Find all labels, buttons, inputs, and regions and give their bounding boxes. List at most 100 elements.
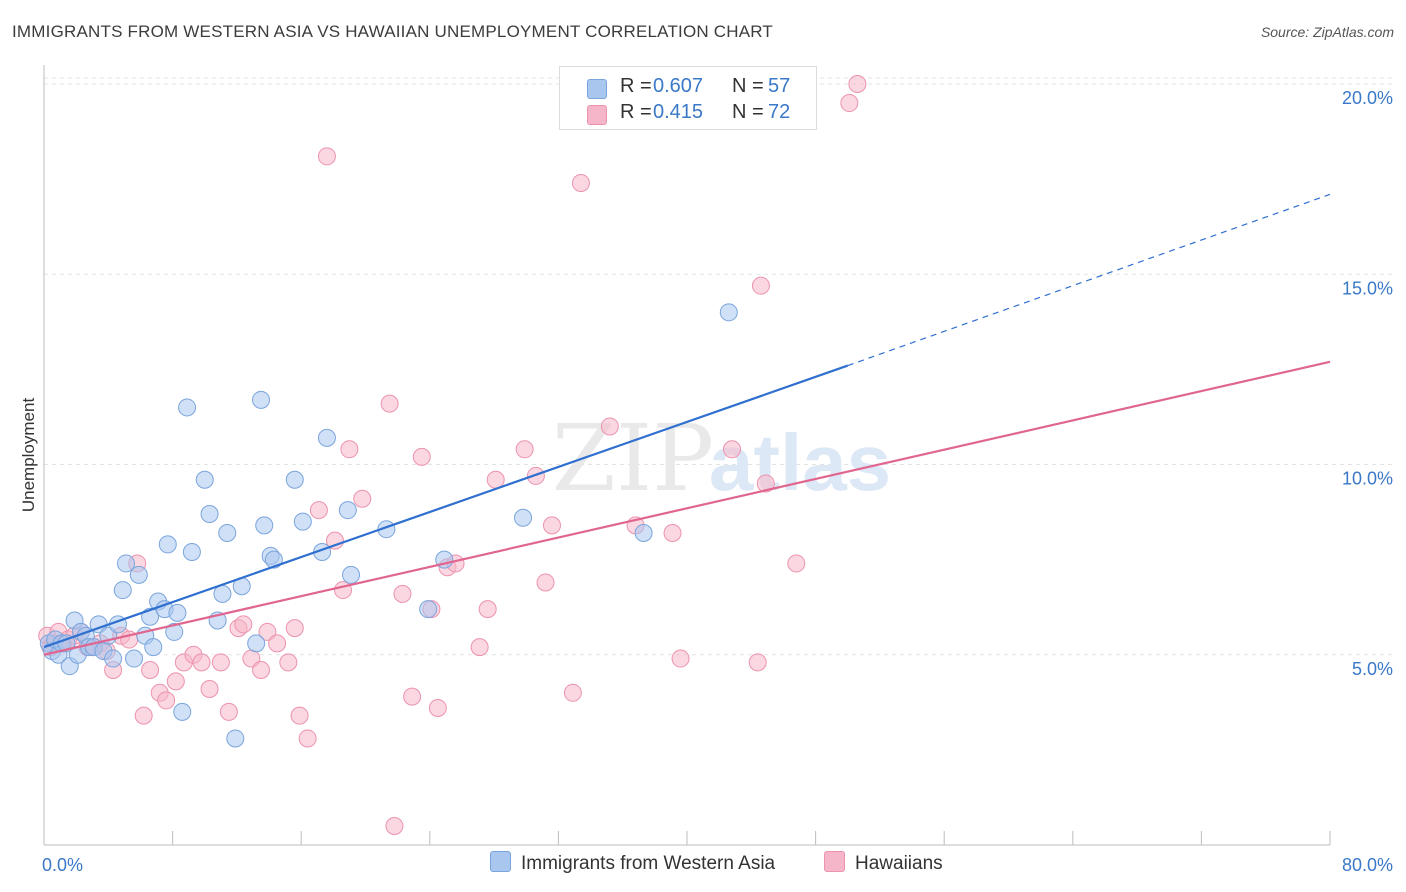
legend-r-label: R = <box>620 101 652 123</box>
hawaiians-point <box>515 440 534 459</box>
legend-r-value: 0.607 <box>653 75 704 97</box>
hawaiians-point <box>403 687 422 706</box>
western-asia-trend-extension <box>847 193 1331 367</box>
hawaiians-point <box>571 173 590 192</box>
western-asia-point <box>419 600 438 619</box>
hawaiians-point <box>166 672 185 691</box>
hawaiians-point <box>600 417 619 436</box>
hawaiians-point <box>748 653 767 672</box>
legend-n-label: N = <box>732 75 764 97</box>
legend-item-western-asia[interactable]: Immigrants from Western Asia <box>490 851 775 875</box>
hawaiians-point <box>353 489 372 508</box>
western-asia-point <box>342 565 361 584</box>
gridlines <box>44 77 1394 656</box>
western-asia-point <box>178 398 197 417</box>
western-asia-point <box>144 638 163 657</box>
trend-lines <box>43 193 1331 656</box>
legend-r-value: 0.415 <box>653 101 704 123</box>
western-asia-point <box>285 470 304 489</box>
hawaiians-point <box>412 447 431 466</box>
hawaiians-point <box>290 706 309 725</box>
legend-row-hawaiians: R = 0.415 N = 72 <box>560 101 816 129</box>
legend-n-label: N = <box>732 101 764 123</box>
hawaiians-point <box>298 729 317 748</box>
legend-swatch-blue <box>490 851 511 872</box>
western-asia-point <box>226 729 245 748</box>
hawaiians-trend-line <box>43 360 1331 656</box>
legend-n-value: 72 <box>768 101 791 123</box>
hawaiians-point <box>317 147 336 166</box>
western-asia-point <box>104 649 123 668</box>
hawaiians-point <box>252 660 271 679</box>
hawaiians-point <box>219 702 238 721</box>
legend-swatch-pink <box>587 105 607 125</box>
hawaiians-point <box>663 524 682 542</box>
western-asia-point <box>182 543 201 562</box>
hawaiians-point <box>192 653 211 672</box>
hawaiians-point <box>848 75 867 94</box>
hawaiians-point <box>393 584 412 603</box>
watermark-atlas: atlas <box>709 418 891 507</box>
y-tick-label: 20.0% <box>1342 88 1393 108</box>
hawaiians-point <box>671 649 690 668</box>
western-asia-point <box>129 565 148 584</box>
western-asia-point <box>116 554 135 573</box>
western-asia-point <box>113 581 132 600</box>
hawaiians-point <box>200 680 219 698</box>
hawaiians-point <box>340 440 359 459</box>
legend-item-hawaiians[interactable]: Hawaiians <box>824 851 943 875</box>
hawaiians-point <box>723 440 742 459</box>
correlation-legend: R = 0.607 N = 57 R = 0.415 N = 72 <box>559 66 817 130</box>
western-asia-point <box>634 524 653 542</box>
y-axis-label: Unemployment <box>19 398 38 513</box>
legend-r-label: R = <box>620 75 652 97</box>
western-asia-point <box>317 428 336 447</box>
western-asia-point <box>125 649 144 668</box>
hawaiians-point <box>380 394 399 413</box>
axes <box>43 65 1331 846</box>
y-tick-label: 5.0% <box>1352 659 1393 679</box>
western-asia-point <box>719 303 738 322</box>
western-asia-point <box>195 470 214 489</box>
legend-swatch-pink <box>824 851 845 872</box>
hawaiians-point <box>428 699 447 718</box>
western-asia-point <box>168 603 187 622</box>
hawaiians-point <box>385 816 404 835</box>
hawaiians-point <box>478 600 497 619</box>
hawaiians-point <box>141 660 160 679</box>
western-asia-point <box>252 390 271 409</box>
western-asia-point <box>200 504 219 523</box>
legend-label: Hawaiians <box>855 853 943 874</box>
western-asia-point <box>514 508 533 527</box>
x-tick-labels: 0.0% 80.0% <box>42 855 1393 875</box>
x-tick-label: 80.0% <box>1342 855 1393 875</box>
hawaiians-point <box>333 581 352 600</box>
western-asia-point <box>218 524 237 542</box>
y-tick-label: 10.0% <box>1342 469 1393 489</box>
western-asia-point <box>165 622 184 641</box>
hawaiians-point <box>157 691 176 710</box>
western-asia-point <box>293 512 312 531</box>
western-asia-point <box>247 634 266 653</box>
hawaiians-point <box>309 501 328 520</box>
western-asia-point <box>213 584 232 603</box>
hawaiians-point <box>211 653 230 672</box>
western-asia-trend-line <box>43 364 849 649</box>
western-asia-point <box>158 535 177 554</box>
hawaiians-point <box>751 276 770 295</box>
hawaiians-point <box>470 638 489 657</box>
y-tick-label: 15.0% <box>1342 278 1393 298</box>
western-asia-point <box>338 501 357 520</box>
hawaiians-point <box>542 516 561 535</box>
hawaiians-point <box>756 474 775 493</box>
x-tick-label: 0.0% <box>42 855 83 875</box>
y-tick-labels: 5.0% 10.0% 15.0% 20.0% <box>1342 88 1393 679</box>
source-credit: Source: ZipAtlas.com <box>1260 24 1394 40</box>
western-asia-point <box>264 550 283 569</box>
hawaiians-point <box>285 619 304 638</box>
legend-n-value: 57 <box>768 75 791 97</box>
hawaiians-point <box>268 634 287 653</box>
legend-row-western-asia: R = 0.607 N = 57 <box>560 75 816 103</box>
hawaiians-point <box>563 683 582 702</box>
